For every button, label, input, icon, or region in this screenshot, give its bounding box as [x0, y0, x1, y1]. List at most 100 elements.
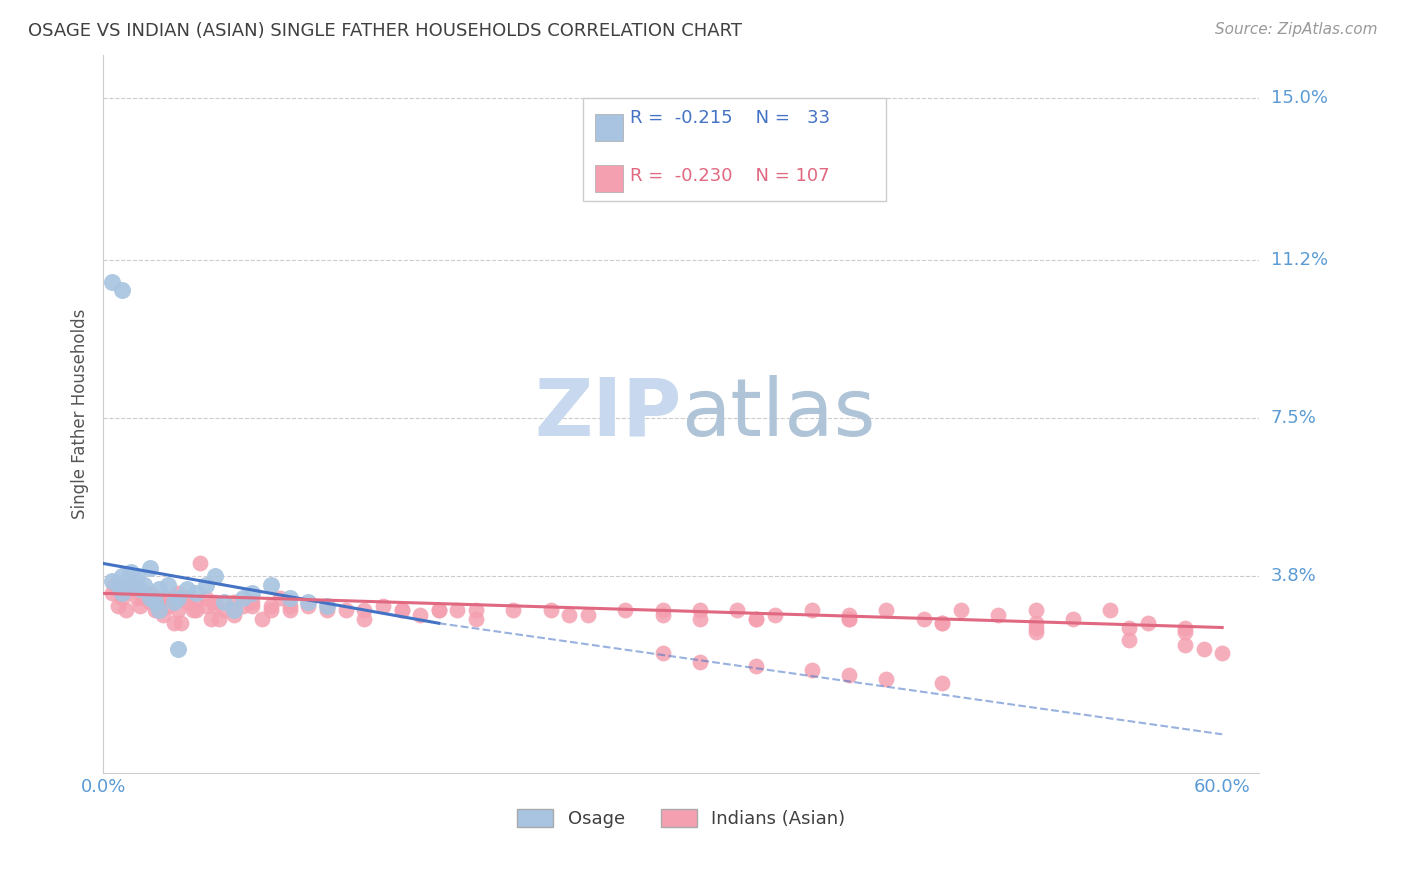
Text: ZIP: ZIP: [534, 375, 682, 453]
Point: [427, 603, 450, 617]
Point: [143, 603, 166, 617]
Point: [335, 603, 357, 617]
Point: [931, 616, 953, 631]
Point: [170, 616, 193, 631]
Point: [214, 603, 236, 617]
Point: [353, 612, 375, 626]
Point: [651, 646, 673, 660]
Point: [111, 569, 134, 583]
Point: [186, 586, 208, 600]
Legend: Osage, Indians (Asian): Osage, Indians (Asian): [510, 802, 853, 836]
Point: [129, 586, 152, 600]
Point: [297, 595, 319, 609]
Point: [651, 607, 673, 622]
Point: [134, 591, 156, 605]
Point: [1174, 620, 1197, 634]
Point: [465, 612, 488, 626]
Point: [139, 595, 162, 609]
Point: [1025, 620, 1047, 634]
Point: [181, 603, 204, 617]
Point: [371, 599, 394, 614]
Point: [157, 599, 180, 614]
Point: [152, 607, 174, 622]
Point: [1174, 624, 1197, 639]
Point: [875, 603, 897, 617]
Point: [157, 591, 180, 605]
Text: Source: ZipAtlas.com: Source: ZipAtlas.com: [1215, 22, 1378, 37]
Point: [204, 599, 226, 614]
Point: [689, 655, 711, 669]
Point: [269, 591, 291, 605]
Point: [120, 582, 142, 596]
Point: [139, 591, 162, 605]
Point: [222, 603, 245, 617]
Point: [186, 595, 208, 609]
Point: [214, 595, 236, 609]
Point: [745, 612, 768, 626]
Text: 15.0%: 15.0%: [1271, 89, 1327, 107]
Point: [1192, 641, 1215, 656]
Point: [427, 603, 450, 617]
Point: [148, 603, 170, 617]
Point: [689, 603, 711, 617]
Point: [200, 612, 222, 626]
Point: [651, 603, 673, 617]
Point: [745, 659, 768, 673]
Point: [1136, 616, 1159, 631]
Point: [232, 591, 254, 605]
Point: [558, 607, 581, 622]
Point: [1025, 624, 1047, 639]
Point: [232, 599, 254, 614]
Point: [838, 612, 860, 626]
Point: [222, 595, 245, 609]
Point: [316, 603, 339, 617]
Point: [1211, 646, 1233, 660]
Point: [576, 607, 599, 622]
Point: [148, 582, 170, 596]
Point: [176, 591, 198, 605]
Point: [101, 275, 124, 289]
Point: [194, 591, 217, 605]
Point: [163, 595, 186, 609]
Point: [316, 599, 339, 614]
Point: [122, 578, 145, 592]
Point: [260, 599, 283, 614]
Point: [143, 595, 166, 609]
Point: [391, 603, 413, 617]
Point: [120, 578, 142, 592]
Point: [194, 599, 217, 614]
Point: [129, 599, 152, 614]
Point: [176, 595, 198, 609]
Point: [987, 607, 1010, 622]
Point: [111, 586, 134, 600]
Point: [260, 603, 283, 617]
Point: [931, 616, 953, 631]
Point: [125, 591, 148, 605]
Point: [540, 603, 562, 617]
Point: [188, 557, 211, 571]
Point: [1118, 620, 1140, 634]
Point: [101, 574, 124, 588]
Point: [800, 663, 823, 677]
Point: [166, 641, 188, 656]
Point: [148, 603, 170, 617]
Point: [208, 612, 231, 626]
Text: 11.2%: 11.2%: [1271, 252, 1327, 269]
Point: [101, 586, 124, 600]
Point: [1025, 616, 1047, 631]
Point: [689, 612, 711, 626]
Point: [139, 560, 162, 574]
Point: [409, 607, 432, 622]
Point: [240, 599, 263, 614]
Point: [111, 582, 134, 596]
Point: [204, 595, 226, 609]
Text: 7.5%: 7.5%: [1271, 409, 1316, 427]
Point: [114, 574, 136, 588]
Point: [139, 586, 162, 600]
Point: [297, 599, 319, 614]
Point: [176, 582, 198, 596]
Point: [278, 599, 301, 614]
Point: [725, 603, 748, 617]
Text: 3.8%: 3.8%: [1271, 567, 1316, 585]
Point: [163, 616, 186, 631]
